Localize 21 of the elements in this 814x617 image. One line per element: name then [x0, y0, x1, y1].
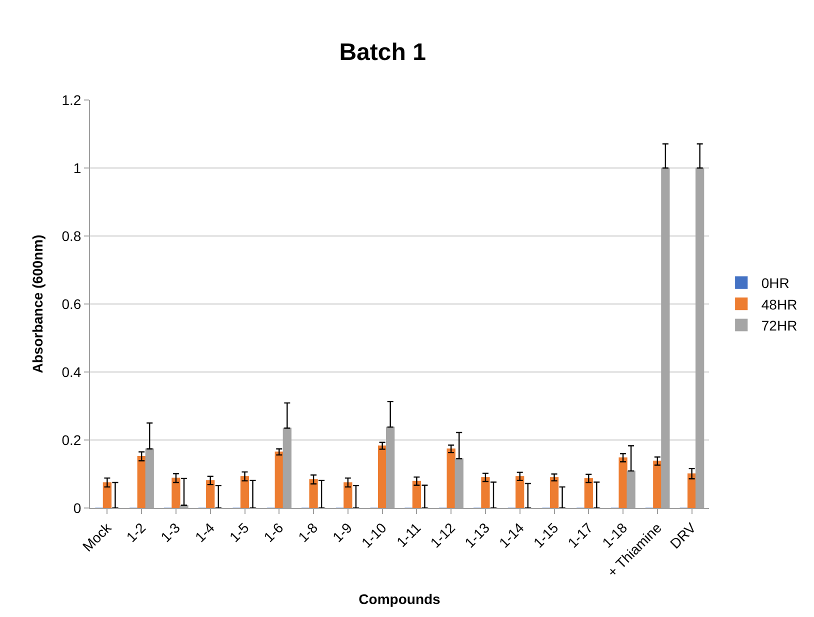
legend-label: 48HR	[761, 296, 798, 312]
x-tick-label: 1-5	[226, 519, 252, 546]
x-axis-title: Compounds	[358, 591, 441, 608]
y-tick-label: 0.4	[62, 364, 82, 380]
x-tick-label: 1-8	[294, 519, 321, 546]
x-tick-label: 1-2	[123, 519, 149, 546]
y-tick-label: 1	[73, 160, 82, 176]
y-tick-label: 0.8	[62, 228, 82, 244]
x-tick-label: 1-9	[329, 519, 356, 546]
x-tick-label: 1-4	[192, 519, 218, 546]
x-tick-label: 1-6	[260, 519, 286, 546]
y-axis-title: Absorbance (600nm)	[29, 234, 46, 374]
chart-title: Batch 1	[339, 38, 426, 66]
x-tick-label: 1-3	[157, 519, 184, 546]
y-tick-label: 0.6	[62, 296, 82, 312]
y-tick-label: 0.2	[62, 432, 82, 448]
x-tick-label: 1-11	[393, 519, 424, 550]
legend-label: 0HR	[761, 275, 790, 292]
y-tick-label: 0	[73, 500, 82, 516]
y-tick-label: 1.2	[62, 92, 82, 108]
legend-label: 72HR	[761, 317, 798, 334]
